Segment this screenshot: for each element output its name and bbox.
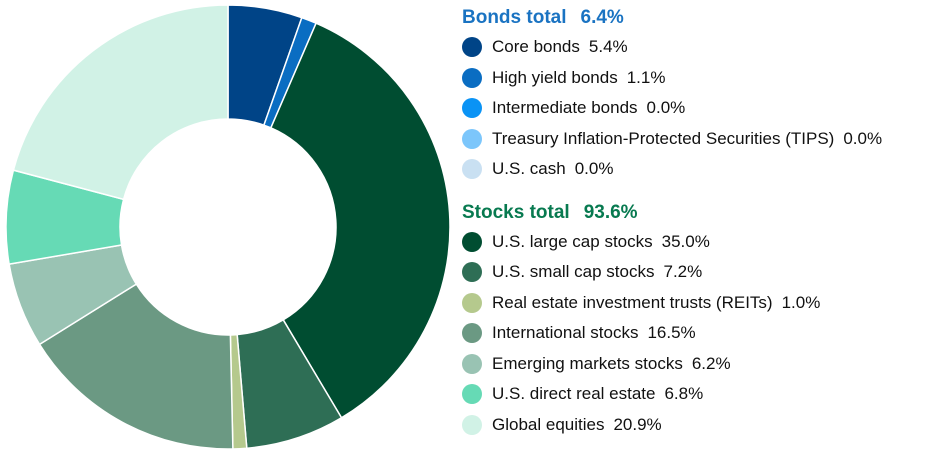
legend-swatch-icon <box>462 414 482 435</box>
legend-label: Emerging markets stocks <box>492 353 683 373</box>
group-total: 93.6% <box>583 201 638 223</box>
legend-item: Global equities 20.9% <box>462 410 882 441</box>
legend-value: 5.4% <box>588 37 628 57</box>
group-total: 6.4% <box>580 7 624 28</box>
legend-item: U.S. small cap stocks 7.2% <box>462 257 882 288</box>
legend-swatch-icon <box>462 231 482 252</box>
legend-item: Emerging markets stocks 6.2% <box>462 349 882 380</box>
legend-value: 6.2% <box>691 353 731 373</box>
legend-item: Core bonds 5.4% <box>462 32 882 63</box>
legend-value: 35.0% <box>661 231 710 251</box>
donut-slice <box>12 4 229 201</box>
legend-label: Real estate investment trusts (REITs) <box>492 292 773 312</box>
legend-swatch-icon <box>462 128 482 149</box>
legend-value: 1.1% <box>626 67 666 87</box>
legend-gap <box>462 185 882 199</box>
legend-item: International stocks 16.5% <box>462 318 882 349</box>
legend-group-title: Bonds total 6.4% <box>462 4 882 32</box>
legend-swatch-icon <box>462 98 482 119</box>
group-label: Stocks total <box>462 201 570 223</box>
legend-swatch-icon <box>462 353 482 374</box>
donut-chart <box>5 4 451 450</box>
legend-swatch-icon <box>462 292 482 313</box>
legend-label: High yield bonds <box>492 67 618 87</box>
legend-label: Global equities <box>492 414 605 434</box>
legend-swatch-icon <box>462 159 482 180</box>
legend-swatch-icon <box>462 262 482 283</box>
legend-swatch-icon <box>462 384 482 405</box>
legend-value: 1.0% <box>781 292 821 312</box>
legend-label: U.S. large cap stocks <box>492 231 653 251</box>
legend-value: 0.0% <box>646 98 686 118</box>
legend-item: Real estate investment trusts (REITs) 1.0… <box>462 288 882 319</box>
legend-label: Treasury Inflation-Protected Securities … <box>492 128 835 148</box>
legend-label: U.S. direct real estate <box>492 384 656 404</box>
legend-swatch-icon <box>462 323 482 344</box>
legend-item: Treasury Inflation-Protected Securities … <box>462 124 882 155</box>
legend-item: High yield bonds 1.1% <box>462 63 882 94</box>
legend-item: U.S. cash 0.0% <box>462 154 882 185</box>
legend-swatch-icon <box>462 37 482 58</box>
legend-group-title: Stocks total 93.6% <box>462 199 882 227</box>
legend-value: 6.8% <box>664 384 704 404</box>
legend-swatch-icon <box>462 67 482 88</box>
group-label: Bonds total <box>462 7 567 28</box>
legend-label: U.S. cash <box>492 159 566 179</box>
legend-label: Intermediate bonds <box>492 98 638 118</box>
legend-item: Intermediate bonds 0.0% <box>462 93 882 124</box>
legend-item: U.S. direct real estate 6.8% <box>462 379 882 410</box>
legend-item: U.S. large cap stocks 35.0% <box>462 227 882 258</box>
legend: Bonds total 6.4% Core bonds 5.4% High yield … <box>462 4 882 440</box>
legend-value: 16.5% <box>647 323 696 343</box>
donut-slice <box>38 283 234 450</box>
legend-value: 20.9% <box>613 414 662 434</box>
donut-slice <box>269 22 451 419</box>
legend-value: 7.2% <box>663 262 703 282</box>
legend-label: U.S. small cap stocks <box>492 262 655 282</box>
legend-value: 0.0% <box>843 128 883 148</box>
legend-label: International stocks <box>492 323 639 343</box>
legend-value: 0.0% <box>574 159 614 179</box>
legend-label: Core bonds <box>492 37 580 57</box>
